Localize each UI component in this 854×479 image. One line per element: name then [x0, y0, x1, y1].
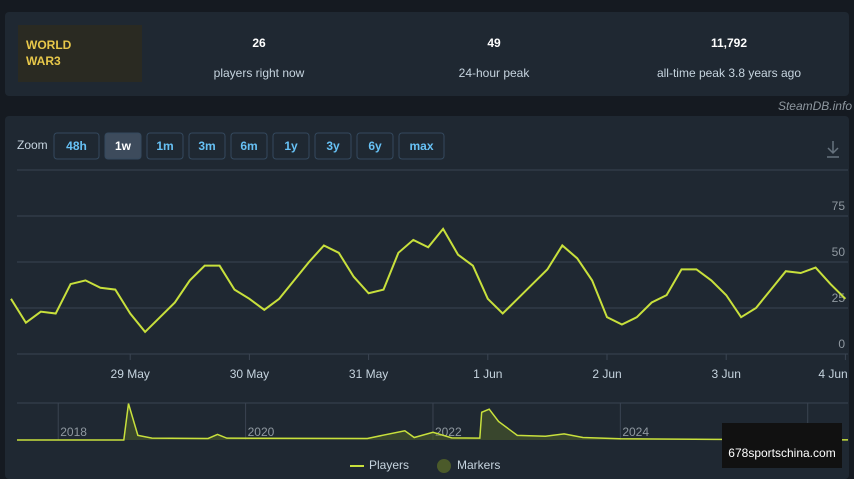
stat-label: 24-hour peak — [459, 66, 531, 80]
legend-label[interactable]: Players — [369, 458, 409, 472]
stats-panel — [5, 12, 849, 96]
navigator-line — [17, 403, 849, 441]
zoom-button[interactable] — [356, 132, 394, 160]
zoom-button[interactable] — [314, 132, 352, 160]
zoom-button-label[interactable]: 48h — [66, 139, 87, 153]
stat-value: 11,792 — [711, 36, 747, 50]
y-tick-label: 0 — [838, 337, 845, 351]
zoom-button-label[interactable]: 1y — [284, 139, 298, 153]
legend-label[interactable]: Markers — [457, 458, 500, 472]
zoom-button-label[interactable]: 3m — [198, 139, 215, 153]
stat-label: players right now — [214, 66, 305, 80]
x-tick-label: 4 Jun — [818, 367, 847, 381]
zoom-button[interactable] — [104, 132, 142, 160]
zoom-button[interactable] — [53, 132, 100, 160]
overlay-box — [722, 423, 842, 468]
zoom-button-label[interactable]: 1w — [115, 139, 132, 153]
zoom-button[interactable] — [146, 132, 184, 160]
navigator-year-label: 2018 — [60, 425, 87, 439]
logo-text: WAR3 — [26, 54, 61, 68]
overlay-text: 678sportschina.com — [728, 446, 835, 460]
stat-value: 26 — [252, 36, 266, 50]
zoom-button-label[interactable]: 1m — [156, 139, 173, 153]
stat-value: 49 — [487, 36, 501, 50]
zoom-button-label[interactable]: 3y — [326, 139, 340, 153]
zoom-button[interactable] — [272, 132, 310, 160]
game-logo — [18, 25, 142, 82]
zoom-button[interactable] — [398, 132, 445, 160]
x-tick-label: 3 Jun — [712, 367, 741, 381]
navigator-year-label: 2020 — [248, 425, 275, 439]
credit: SteamDB.info — [778, 99, 852, 113]
navigator-year-label: 2024 — [622, 425, 649, 439]
zoom-button[interactable] — [230, 132, 268, 160]
zoom-label: Zoom — [17, 138, 48, 152]
zoom-button-label[interactable]: 6m — [240, 139, 257, 153]
y-tick-label: 50 — [832, 245, 846, 259]
x-tick-label: 31 May — [349, 367, 388, 381]
zoom-button-label[interactable]: max — [409, 139, 433, 153]
stat-label: all-time peak 3.8 years ago — [657, 66, 801, 80]
x-tick-label: 30 May — [230, 367, 269, 381]
zoom-button[interactable] — [188, 132, 226, 160]
download-icon[interactable] — [827, 141, 839, 158]
x-tick-label: 29 May — [111, 367, 150, 381]
y-tick-label: 75 — [832, 199, 846, 213]
player-line — [10, 227, 847, 334]
x-tick-label: 2 Jun — [592, 367, 621, 381]
x-tick-label: 1 Jun — [473, 367, 502, 381]
zoom-button-label[interactable]: 6y — [368, 139, 382, 153]
logo-text: WORLD — [26, 38, 72, 52]
chart-panel — [5, 116, 849, 479]
legend-dot — [437, 459, 451, 473]
